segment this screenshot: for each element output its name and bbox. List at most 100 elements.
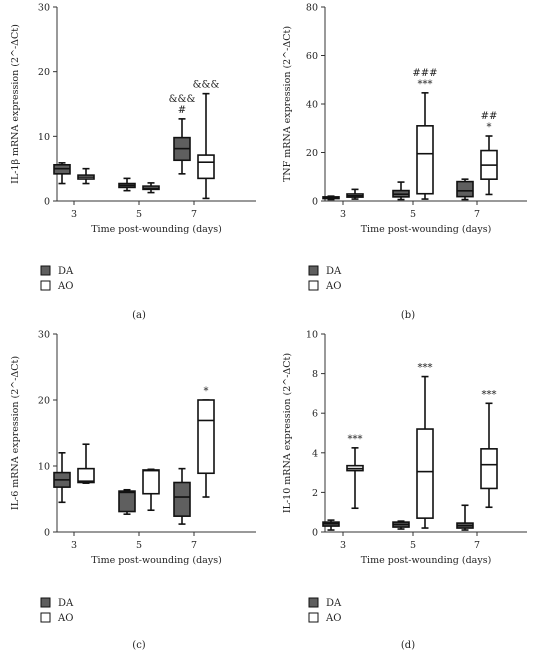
y-tick-label: 60 bbox=[306, 51, 318, 62]
x-axis-label: Time post-wounding (days) bbox=[361, 555, 492, 566]
significance-marker: * bbox=[487, 122, 492, 133]
x-tick-label: 7 bbox=[191, 209, 197, 220]
chart-panel-1: 0 20 40 60 80 3 5 7 Time post-wounding (days) TNF… bbox=[282, 3, 527, 321]
significance-marker: *** bbox=[348, 434, 363, 445]
y-tick-label: 20 bbox=[38, 67, 50, 78]
y-tick-label: 10 bbox=[306, 330, 318, 341]
y-axis-label: IL-10 mRNA expression (2^-ΔCt) bbox=[282, 353, 293, 513]
x-tick-label: 3 bbox=[340, 209, 346, 220]
box-ao-day-3 bbox=[346, 447, 364, 510]
significance-marker: &&& bbox=[169, 94, 196, 105]
x-tick-label: 5 bbox=[410, 540, 416, 551]
legend-label-da: DA bbox=[326, 598, 342, 609]
box-da-day-5 bbox=[118, 488, 136, 515]
significance-marker: ## bbox=[481, 111, 498, 122]
legend-label-ao: AO bbox=[325, 281, 341, 292]
box-ao-day-7 bbox=[197, 399, 215, 498]
box-ao-day-7 bbox=[197, 92, 215, 200]
legend-label-ao: AO bbox=[325, 613, 341, 624]
x-tick-label: 3 bbox=[71, 209, 77, 220]
x-axis-label: Time post-wounding (days) bbox=[91, 555, 222, 566]
x-tick-label: 5 bbox=[136, 209, 142, 220]
y-tick-label: 80 bbox=[306, 3, 318, 14]
box-iqr bbox=[416, 428, 434, 519]
y-tick-label: 6 bbox=[312, 409, 318, 420]
y-axis-label: IL-6 mRNA expression (2^-ΔCt) bbox=[10, 356, 21, 510]
box-da-day-5 bbox=[392, 181, 410, 201]
box-ao-day-5 bbox=[142, 182, 160, 194]
legend-swatch-ao bbox=[308, 612, 319, 623]
y-tick-label: 10 bbox=[38, 462, 50, 473]
chart-panel-0: 0 10 20 30 3 5 7 Time post-wounding (days) IL-1β… bbox=[10, 3, 256, 321]
box-da-day-3 bbox=[53, 162, 71, 185]
y-tick-label: 0 bbox=[44, 197, 50, 208]
box-iqr bbox=[480, 448, 498, 490]
panel-label: (b) bbox=[401, 310, 415, 321]
legend-label-da: DA bbox=[58, 598, 74, 609]
box-ao-day-5 bbox=[416, 375, 434, 529]
significance-marker: * bbox=[204, 386, 209, 397]
legend-label-ao: AO bbox=[57, 281, 73, 292]
y-tick-label: 30 bbox=[38, 330, 50, 341]
box-iqr bbox=[197, 154, 215, 180]
box-da-day-3 bbox=[53, 451, 71, 504]
box-da-day-7 bbox=[173, 467, 191, 525]
box-da-day-7 bbox=[456, 178, 474, 201]
y-tick-label: 8 bbox=[312, 369, 318, 380]
y-axis-label: IL-1β mRNA expression (2^-ΔCt) bbox=[10, 24, 21, 184]
y-axis-label: TNF mRNA expression (2^-ΔCt) bbox=[282, 26, 293, 182]
box-iqr bbox=[197, 399, 215, 475]
x-axis-label: Time post-wounding (days) bbox=[91, 224, 222, 235]
box-iqr bbox=[118, 490, 136, 513]
significance-marker: *** bbox=[418, 79, 433, 90]
x-tick-label: 7 bbox=[474, 209, 480, 220]
x-tick-label: 5 bbox=[410, 209, 416, 220]
x-tick-label: 7 bbox=[474, 540, 480, 551]
box-ao-day-7 bbox=[480, 402, 498, 509]
y-tick-label: 40 bbox=[306, 100, 318, 111]
legend-swatch-ao bbox=[40, 280, 51, 291]
significance-marker: # bbox=[178, 105, 186, 116]
box-ao-day-3 bbox=[346, 188, 364, 200]
legend-swatch-ao bbox=[308, 280, 319, 291]
box-iqr bbox=[456, 180, 474, 198]
y-tick-label: 4 bbox=[312, 448, 318, 459]
box-ao-day-3 bbox=[77, 443, 95, 484]
box-da-day-5 bbox=[392, 520, 410, 530]
x-tick-label: 3 bbox=[340, 540, 346, 551]
legend-swatch-da bbox=[308, 597, 319, 608]
box-iqr bbox=[173, 481, 191, 517]
significance-marker: *** bbox=[418, 363, 433, 374]
box-da-day-3 bbox=[322, 195, 340, 201]
box-ao-day-7 bbox=[480, 135, 498, 196]
y-tick-label: 20 bbox=[38, 396, 50, 407]
legend-swatch-da bbox=[40, 265, 51, 276]
x-axis-label: Time post-wounding (days) bbox=[361, 224, 492, 235]
panel-label: (c) bbox=[132, 640, 146, 651]
y-tick-label: 20 bbox=[306, 148, 318, 159]
box-iqr bbox=[77, 467, 95, 484]
x-tick-label: 7 bbox=[191, 540, 197, 551]
box-da-day-3 bbox=[322, 519, 340, 531]
box-ao-day-5 bbox=[142, 468, 160, 512]
significance-marker: ### bbox=[412, 68, 437, 79]
y-tick-label: 0 bbox=[44, 528, 50, 539]
legend-label-da: DA bbox=[326, 266, 342, 277]
y-tick-label: 30 bbox=[38, 3, 50, 14]
panel-label: (d) bbox=[401, 640, 415, 651]
x-tick-label: 3 bbox=[71, 540, 77, 551]
y-tick-label: 0 bbox=[312, 197, 318, 208]
panel-label: (a) bbox=[132, 310, 146, 321]
box-iqr bbox=[142, 469, 160, 495]
box-ao-day-5 bbox=[416, 92, 434, 200]
legend-swatch-ao bbox=[40, 612, 51, 623]
legend-label-ao: AO bbox=[57, 613, 73, 624]
x-tick-label: 5 bbox=[136, 540, 142, 551]
chart-panel-2: 0 10 20 30 3 5 7 Time post-wounding (days) IL-6 … bbox=[10, 330, 256, 651]
box-da-day-7 bbox=[173, 118, 191, 175]
legend-swatch-da bbox=[308, 265, 319, 276]
box-da-day-7 bbox=[456, 504, 474, 531]
chart-panel-3: 0 2 4 6 8 10 3 5 7 Time post-wounding (days) IL-10… bbox=[282, 330, 527, 651]
box-iqr bbox=[416, 125, 434, 195]
